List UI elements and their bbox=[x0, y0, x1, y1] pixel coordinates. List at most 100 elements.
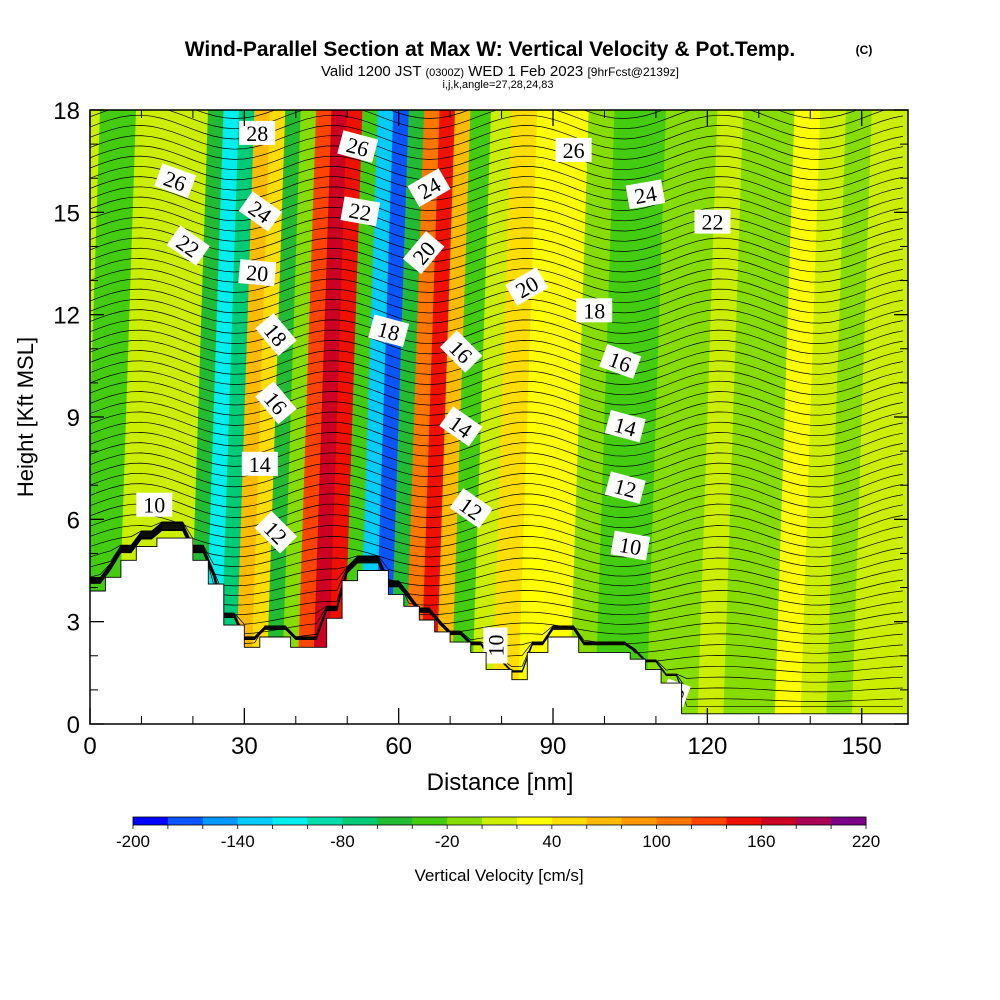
contour-label-box bbox=[241, 451, 278, 476]
contour-label-box bbox=[694, 209, 731, 234]
theta-contour-line bbox=[90, 526, 903, 635]
chart-ijk-line: i,j,k,angle=27,28,24,83 bbox=[442, 79, 553, 91]
contour-label: 16 bbox=[599, 344, 642, 379]
contour-label-text: 28 bbox=[246, 121, 268, 146]
colorbar-swatch bbox=[237, 817, 274, 825]
contour-label: 26 bbox=[555, 137, 592, 163]
colorbar-tick-label: -200 bbox=[116, 832, 150, 851]
axes: 0 30 60 90 120 150 0 3 6 9 12 15 18 bbox=[53, 98, 908, 760]
colorbar-swatch bbox=[656, 817, 692, 825]
contour-label-box bbox=[136, 492, 173, 517]
theta-contour-line bbox=[90, 462, 903, 488]
contour-label-box bbox=[439, 330, 483, 373]
velocity-band bbox=[800, 110, 847, 724]
contour-label-box bbox=[337, 130, 379, 163]
theta-contour-line bbox=[90, 288, 903, 314]
theta-contour-line bbox=[90, 514, 903, 539]
y-tick-label: 9 bbox=[67, 405, 80, 432]
theta-contour-line bbox=[90, 493, 903, 518]
theta-contour-line bbox=[90, 145, 903, 171]
theta-contour-line bbox=[90, 360, 903, 385]
velocity-band bbox=[723, 110, 770, 724]
theta-contour-line bbox=[90, 237, 903, 263]
theta-contour-line bbox=[90, 503, 903, 529]
contour-label-box bbox=[505, 267, 549, 306]
contour-label: 26 bbox=[337, 130, 379, 163]
contour-label-box bbox=[340, 196, 381, 227]
velocity-band bbox=[620, 110, 667, 724]
theta-contour-line bbox=[90, 472, 903, 498]
theta-contour-line bbox=[90, 155, 903, 181]
contour-label-text: 10 bbox=[617, 532, 643, 560]
contour-label: 22 bbox=[340, 196, 381, 227]
colorbar-swatch bbox=[202, 817, 239, 825]
contour-label-box bbox=[604, 471, 646, 504]
contour-label-box bbox=[407, 168, 451, 208]
contour-label-box bbox=[449, 488, 493, 529]
x-tick-label: 60 bbox=[385, 733, 412, 760]
contour-label-box bbox=[555, 137, 592, 162]
colorbar-frame bbox=[132, 816, 867, 826]
theta-contour-line bbox=[90, 522, 903, 567]
velocity-band bbox=[249, 110, 287, 724]
colorbar-swatch bbox=[796, 817, 832, 825]
colorbar-swatch bbox=[691, 817, 727, 825]
theta-contour-line bbox=[90, 391, 903, 416]
velocity-band bbox=[645, 110, 693, 724]
y-tick-label: 0 bbox=[67, 712, 80, 739]
colorbar-swatch bbox=[586, 817, 623, 825]
contour-label-box bbox=[154, 163, 197, 199]
colorbar-swatch bbox=[482, 817, 518, 825]
theta-contour-line bbox=[90, 452, 903, 478]
theta-contour-line bbox=[90, 370, 903, 396]
theta-contours bbox=[90, 110, 903, 707]
contour-label-box bbox=[255, 381, 297, 425]
x-axis-label: Distance [nm] bbox=[427, 769, 574, 796]
contour-label: 10 bbox=[136, 492, 173, 518]
theta-contour-line bbox=[90, 196, 903, 222]
y-axis-label: Height [Kft MSL] bbox=[13, 337, 38, 497]
theta-contour-line bbox=[90, 206, 903, 232]
contour-label-box bbox=[402, 231, 445, 275]
theta-contour-line bbox=[90, 319, 903, 345]
velocity-band bbox=[877, 110, 908, 724]
y-tick-label: 18 bbox=[53, 98, 80, 125]
y-tick-label: 6 bbox=[67, 507, 80, 534]
contour-label: 24 bbox=[238, 191, 283, 232]
theta-contour-line bbox=[90, 432, 903, 457]
velocity-band bbox=[825, 110, 873, 724]
theta-contour-line bbox=[90, 186, 903, 211]
theta-contour-line bbox=[90, 268, 903, 293]
contour-label-box bbox=[576, 298, 613, 323]
colorbar-swatch bbox=[726, 817, 762, 825]
theta-contour-line bbox=[90, 380, 903, 406]
theta-contour-line bbox=[90, 176, 903, 201]
x-tick-label: 0 bbox=[83, 733, 96, 760]
contour-label-text: 22 bbox=[347, 198, 373, 226]
velocity-band bbox=[450, 110, 492, 724]
velocity-band bbox=[470, 110, 513, 724]
contour-label: 22 bbox=[694, 209, 731, 235]
contour-label-box bbox=[239, 120, 276, 145]
theta-contour-line bbox=[90, 411, 903, 437]
theta-contour-line bbox=[90, 339, 903, 365]
contour-label-box bbox=[625, 179, 666, 210]
contour-label: 14 bbox=[604, 409, 646, 443]
colorbar-swatch bbox=[831, 817, 867, 825]
colorbar-swatch bbox=[377, 817, 413, 825]
theta-contour-line bbox=[90, 165, 903, 191]
colorbar-swatch bbox=[342, 817, 378, 825]
colorbar-swatch bbox=[307, 817, 343, 825]
theta-contour-line bbox=[90, 401, 903, 426]
theta-contour-line bbox=[90, 522, 903, 558]
colorbar-swatch bbox=[761, 817, 797, 825]
contour-label-text: 20 bbox=[245, 260, 269, 287]
theta-contour-line bbox=[90, 299, 903, 324]
y-tick-label: 12 bbox=[53, 303, 80, 330]
contour-label-text: 10 bbox=[143, 493, 165, 518]
contour-label: 20 bbox=[238, 259, 277, 287]
colorbar-swatch bbox=[133, 817, 169, 825]
contour-label: 12 bbox=[604, 471, 646, 504]
subtitle-valid: Valid 1200 JST bbox=[321, 63, 421, 80]
